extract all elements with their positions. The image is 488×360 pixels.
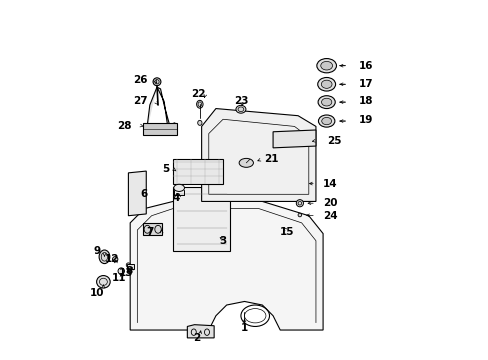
Text: 4: 4 <box>173 193 180 203</box>
Text: 13: 13 <box>119 268 133 278</box>
Ellipse shape <box>153 78 161 86</box>
Text: 22: 22 <box>190 89 205 99</box>
Polygon shape <box>142 223 162 235</box>
Text: 12: 12 <box>104 253 119 264</box>
Text: 28: 28 <box>117 121 132 131</box>
Ellipse shape <box>321 117 331 125</box>
Polygon shape <box>272 130 315 148</box>
Ellipse shape <box>317 77 335 91</box>
Ellipse shape <box>197 120 202 125</box>
Text: 11: 11 <box>111 273 126 283</box>
Ellipse shape <box>320 62 332 70</box>
Ellipse shape <box>321 80 331 88</box>
Text: 23: 23 <box>233 96 248 107</box>
Ellipse shape <box>118 268 124 274</box>
Ellipse shape <box>235 105 245 113</box>
Ellipse shape <box>112 257 118 262</box>
Text: 21: 21 <box>264 154 278 164</box>
Ellipse shape <box>239 158 253 167</box>
Text: 25: 25 <box>326 136 341 146</box>
Ellipse shape <box>296 200 303 207</box>
Ellipse shape <box>99 250 110 264</box>
Polygon shape <box>130 202 323 330</box>
Ellipse shape <box>97 275 110 288</box>
Text: 24: 24 <box>323 211 337 221</box>
Polygon shape <box>142 123 176 135</box>
Ellipse shape <box>298 213 301 217</box>
Polygon shape <box>201 109 315 202</box>
Text: 10: 10 <box>90 288 104 297</box>
Text: 14: 14 <box>323 179 337 189</box>
Text: 19: 19 <box>358 115 372 125</box>
Text: 6: 6 <box>141 189 148 199</box>
Polygon shape <box>187 325 214 338</box>
Polygon shape <box>173 187 230 251</box>
Text: 5: 5 <box>162 164 169 174</box>
Text: 9: 9 <box>94 247 101 256</box>
Polygon shape <box>146 87 176 134</box>
Text: 15: 15 <box>280 227 294 237</box>
Ellipse shape <box>321 98 331 106</box>
Text: 16: 16 <box>358 61 372 71</box>
Text: 26: 26 <box>133 75 147 85</box>
Text: 27: 27 <box>132 96 147 107</box>
Text: 1: 1 <box>241 323 247 333</box>
Bar <box>173 158 223 184</box>
Polygon shape <box>128 171 146 216</box>
Ellipse shape <box>173 184 184 192</box>
Text: 7: 7 <box>146 227 153 237</box>
Text: 3: 3 <box>219 236 226 246</box>
Ellipse shape <box>318 115 334 127</box>
Ellipse shape <box>126 263 130 267</box>
Ellipse shape <box>196 100 203 108</box>
Text: 18: 18 <box>358 96 372 107</box>
Ellipse shape <box>317 96 335 109</box>
Text: 17: 17 <box>358 78 373 89</box>
Text: 2: 2 <box>192 333 200 343</box>
Text: 20: 20 <box>323 198 337 208</box>
Text: 8: 8 <box>125 266 133 276</box>
Bar <box>126 264 134 269</box>
Ellipse shape <box>316 59 336 73</box>
